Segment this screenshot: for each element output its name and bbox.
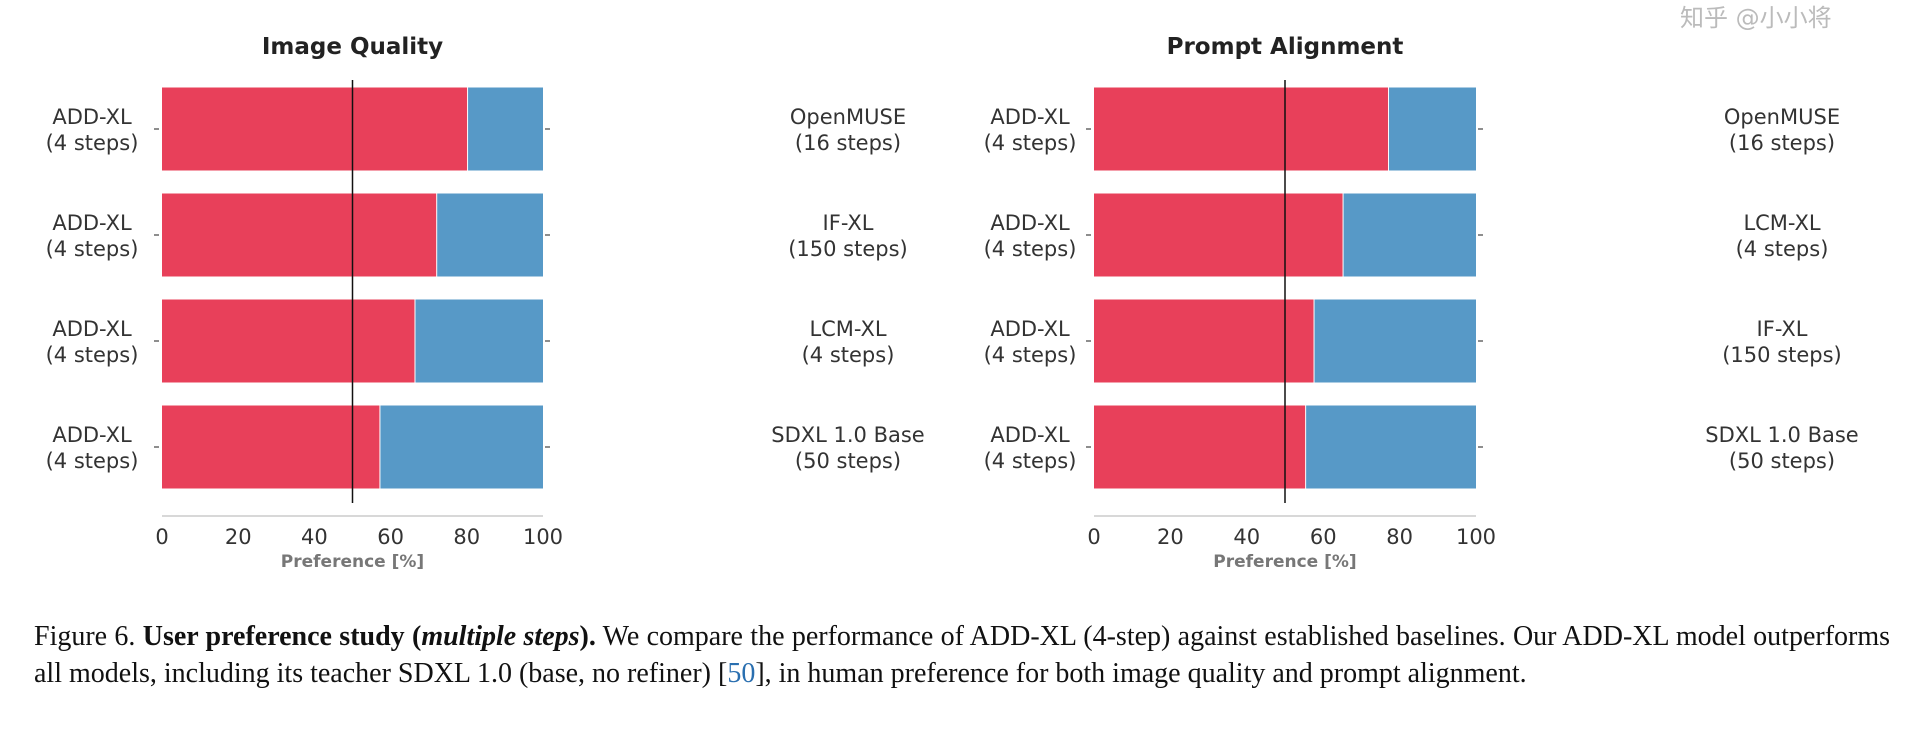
right-label: (4 steps)	[802, 343, 895, 367]
caption-title: User preference study (multiple steps).	[142, 621, 596, 652]
right-label: IF-XL	[1757, 317, 1808, 341]
x-tick-label: 0	[155, 525, 168, 549]
bar-add-xl	[1094, 87, 1389, 171]
x-tick-label: 40	[1233, 525, 1260, 549]
x-tick-label: 60	[1310, 525, 1337, 549]
x-tick-label: 0	[1087, 525, 1100, 549]
x-tick-label: 40	[301, 525, 328, 549]
bar-add-xl	[162, 405, 380, 489]
caption-text-end: ], in human preference for both image qu…	[755, 658, 1527, 689]
bar-baseline	[379, 405, 543, 489]
right-label: (150 steps)	[1722, 343, 1842, 367]
x-tick-label: 100	[1456, 525, 1496, 549]
left-label: (4 steps)	[46, 237, 139, 261]
right-label: IF-XL	[823, 211, 874, 235]
right-label: (150 steps)	[788, 237, 908, 261]
right-label: LCM-XL	[1743, 211, 1820, 235]
right-label: OpenMUSE	[790, 105, 906, 129]
right-label: OpenMUSE	[1724, 105, 1840, 129]
left-label: (4 steps)	[46, 343, 139, 367]
left-label: ADD-XL	[52, 211, 132, 235]
bar-add-xl	[162, 299, 415, 383]
chart-title: Prompt Alignment	[1167, 34, 1404, 60]
right-label: (50 steps)	[795, 449, 901, 473]
x-tick-label: 100	[523, 525, 563, 549]
caption-text: We compare the performance of ADD-XL (4-…	[34, 621, 1891, 689]
left-label: (4 steps)	[984, 449, 1077, 473]
right-label: (4 steps)	[1736, 237, 1829, 261]
bar-baseline	[1388, 87, 1476, 171]
bar-add-xl	[1094, 193, 1344, 277]
right-label: LCM-XL	[809, 317, 886, 341]
right-label: (50 steps)	[1729, 449, 1835, 473]
chart-title: Image Quality	[262, 34, 443, 60]
bar-baseline	[467, 87, 543, 171]
x-tick-label: 80	[453, 525, 480, 549]
left-label: ADD-XL	[52, 105, 132, 129]
x-tick-label: 80	[1386, 525, 1413, 549]
bar-baseline	[1305, 405, 1476, 489]
left-label: ADD-XL	[990, 423, 1070, 447]
bar-add-xl	[162, 193, 437, 277]
bar-baseline	[1343, 193, 1476, 277]
left-label: ADD-XL	[990, 211, 1070, 235]
left-label: (4 steps)	[46, 449, 139, 473]
left-label: (4 steps)	[984, 131, 1077, 155]
right-label: (16 steps)	[1729, 131, 1835, 155]
bar-baseline	[436, 193, 543, 277]
bar-baseline	[414, 299, 543, 383]
bar-add-xl	[162, 87, 468, 171]
left-label: ADD-XL	[990, 317, 1070, 341]
x-tick-label: 20	[225, 525, 252, 549]
x-tick-label: 20	[1157, 525, 1184, 549]
left-label: (4 steps)	[984, 237, 1077, 261]
bar-baseline	[1314, 299, 1476, 383]
caption-label: Figure 6.	[34, 621, 136, 652]
x-axis-label: Preference [%]	[1213, 552, 1356, 572]
figure-caption: Figure 6. User preference study (multipl…	[34, 618, 1890, 692]
right-label: SDXL 1.0 Base	[771, 423, 924, 447]
right-label: SDXL 1.0 Base	[1705, 423, 1858, 447]
left-label: ADD-XL	[52, 317, 132, 341]
bar-add-xl	[1094, 299, 1315, 383]
citation-link[interactable]: 50	[727, 658, 756, 689]
right-label: (16 steps)	[795, 131, 901, 155]
x-axis-label: Preference [%]	[281, 552, 424, 572]
left-label: ADD-XL	[990, 105, 1070, 129]
left-label: (4 steps)	[46, 131, 139, 155]
left-label: (4 steps)	[984, 343, 1077, 367]
left-label: ADD-XL	[52, 423, 132, 447]
bar-add-xl	[1094, 405, 1306, 489]
x-tick-label: 60	[377, 525, 404, 549]
